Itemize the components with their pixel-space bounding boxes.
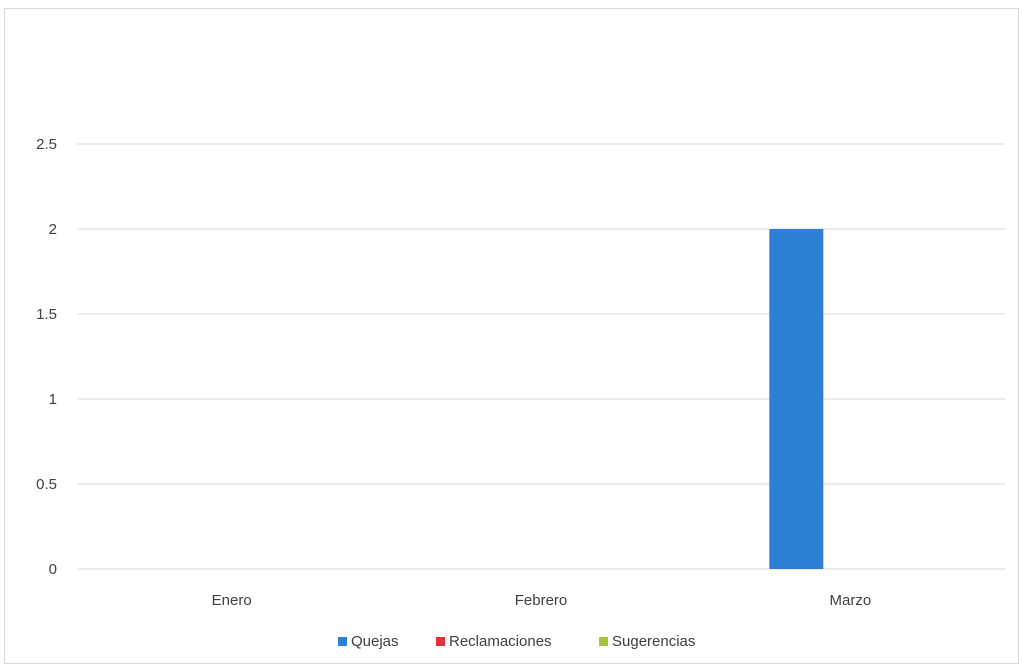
legend-swatch-quejas — [338, 637, 347, 646]
y-tick-label: 1 — [49, 391, 57, 408]
bar-quejas-marzo — [769, 229, 824, 569]
y-tick-label: 2 — [49, 221, 57, 238]
legend: Quejas Reclamaciones Sugerencias — [338, 633, 695, 650]
gridlines — [77, 143, 1005, 570]
legend-swatch-sugerencias — [599, 637, 608, 646]
bar-chart: 0 0.5 1 1.5 2 2.5 Enero Febrero Marzo Quejas Rec… — [36, 136, 1005, 650]
y-axis-ticks: 0 0.5 1 1.5 2 2.5 — [36, 136, 57, 578]
x-tick-label: Enero — [212, 592, 252, 609]
y-tick-label: 0 — [49, 561, 57, 578]
x-tick-label: Febrero — [515, 592, 568, 609]
y-tick-label: 0.5 — [36, 476, 57, 493]
legend-label-quejas: Quejas — [351, 633, 399, 650]
y-tick-label: 1.5 — [36, 306, 57, 323]
y-tick-label: 2.5 — [36, 136, 57, 153]
legend-label-reclamaciones: Reclamaciones — [449, 633, 552, 650]
bars — [769, 229, 824, 569]
legend-label-sugerencias: Sugerencias — [612, 633, 695, 650]
legend-swatch-reclamaciones — [436, 637, 445, 646]
x-axis-ticks: Enero Febrero Marzo — [212, 592, 872, 609]
chart-area: 0 0.5 1 1.5 2 2.5 Enero Febrero Marzo Quejas Rec… — [4, 8, 1019, 664]
x-tick-label: Marzo — [829, 592, 871, 609]
